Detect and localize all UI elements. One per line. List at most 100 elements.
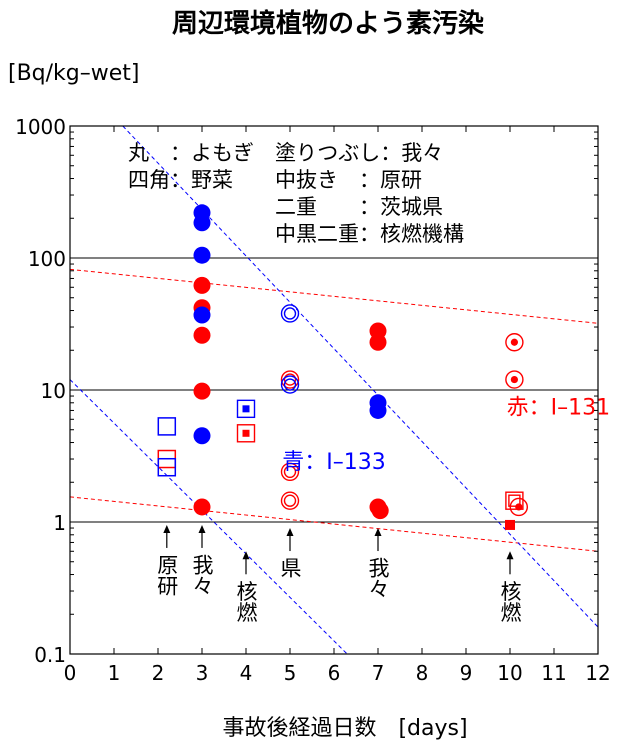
y-tick-label: 0.1 <box>34 643 66 667</box>
data-point <box>193 382 211 400</box>
circle-marker <box>515 503 523 511</box>
x-tick-label: 10 <box>497 661 522 685</box>
y-tick-label: 1 <box>53 511 66 535</box>
data-point <box>280 491 300 510</box>
x-tick-label: 7 <box>372 661 385 685</box>
data-point <box>236 399 256 419</box>
annotation-arrowhead <box>506 551 514 560</box>
circle-marker <box>510 375 518 384</box>
annotation-label: 我々 <box>366 557 390 599</box>
data-point <box>505 519 515 530</box>
trend-line <box>70 496 598 552</box>
circle-marker <box>510 338 518 346</box>
circle-marker <box>280 370 300 389</box>
square-marker <box>505 491 524 510</box>
square-marker <box>242 429 250 437</box>
legend-line: 二重 ：茨城県 <box>128 195 443 219</box>
gridlines <box>70 257 598 523</box>
data-point <box>236 424 256 443</box>
legend-line: 丸 ：よもぎ 塗りつぶし：我々 <box>128 141 443 165</box>
square-marker <box>236 399 256 419</box>
x-tick-label: 11 <box>541 661 566 685</box>
data-point <box>193 306 211 324</box>
square-marker <box>236 424 256 443</box>
circle-marker <box>369 401 387 419</box>
data-point <box>193 326 211 344</box>
annotation-arrowhead <box>242 551 250 560</box>
circle-marker <box>371 502 389 520</box>
x-tick-label: 5 <box>284 661 297 685</box>
data-point <box>280 462 300 482</box>
circle-marker <box>283 494 297 507</box>
circle-marker <box>193 276 211 294</box>
data-point <box>157 417 177 436</box>
circle-marker <box>280 491 300 510</box>
square-marker <box>157 417 177 436</box>
square-marker <box>505 519 515 530</box>
circle-marker <box>193 214 211 232</box>
circle-marker <box>193 306 211 324</box>
data-point <box>193 246 211 264</box>
data-point <box>505 370 524 389</box>
series-label: 赤：I–131 <box>507 395 610 420</box>
x-axis-label: 事故後経過日数 [days] <box>222 716 467 741</box>
x-tick-label: 1 <box>108 661 121 685</box>
series-label: 青：I–133 <box>282 450 385 475</box>
x-tick-label: 3 <box>196 661 209 685</box>
series-labels: 赤：I–131 青：I–133 <box>282 395 610 474</box>
x-tick-label: 8 <box>416 661 429 685</box>
circle-marker <box>280 304 300 323</box>
data-point <box>157 457 177 477</box>
x-tick-label: 4 <box>240 661 253 685</box>
circle-marker <box>193 246 211 264</box>
y-tick-label: 10 <box>41 379 66 403</box>
legend-line: 四角：野菜 中抜き ：原研 <box>128 168 422 192</box>
circle-marker <box>283 465 297 479</box>
y-tick-label: 1000 <box>15 115 66 139</box>
x-tick-label: 9 <box>460 661 473 685</box>
data-point <box>280 375 300 394</box>
data-point <box>505 491 524 510</box>
data-point <box>369 401 387 419</box>
annotation-label: 核燃 <box>234 580 258 622</box>
y-axis-label: [Bq/kg–wet] <box>8 61 140 86</box>
data-point <box>509 497 528 517</box>
square-marker <box>508 494 521 507</box>
circle-marker <box>193 326 211 344</box>
circle-marker <box>280 462 300 482</box>
circle-marker <box>193 498 211 516</box>
data-point <box>193 276 211 294</box>
x-tick-label: 12 <box>585 661 610 685</box>
data-point <box>371 502 389 520</box>
square-marker <box>242 405 250 413</box>
circle-marker <box>193 382 211 400</box>
trend-line <box>70 268 598 324</box>
annotation-label: 原研 <box>155 554 179 596</box>
circle-marker <box>369 333 387 351</box>
x-tick-label: 2 <box>152 661 165 685</box>
circle-marker <box>283 307 297 320</box>
annotation-arrowhead <box>198 524 206 533</box>
annotation-arrowhead <box>286 528 294 537</box>
circle-marker <box>505 333 524 352</box>
data-point <box>193 427 211 445</box>
data-point <box>505 333 524 352</box>
y-tick-label: 100 <box>28 247 66 271</box>
annotation-label: 県 <box>278 557 302 578</box>
data-point <box>193 214 211 232</box>
data-point <box>280 304 300 323</box>
data-point <box>280 370 300 389</box>
legend-line: 中黒二重：核燃機構 <box>128 222 464 246</box>
annotation-label: 核燃 <box>498 580 522 622</box>
data-point <box>193 498 211 516</box>
circle-marker <box>505 370 524 389</box>
trend-line <box>70 379 348 654</box>
x-tick-label: 0 <box>64 661 77 685</box>
data-points <box>157 204 528 530</box>
chart-title: 周辺環境植物のよう素汚染 <box>172 8 484 39</box>
circle-marker <box>509 497 528 517</box>
